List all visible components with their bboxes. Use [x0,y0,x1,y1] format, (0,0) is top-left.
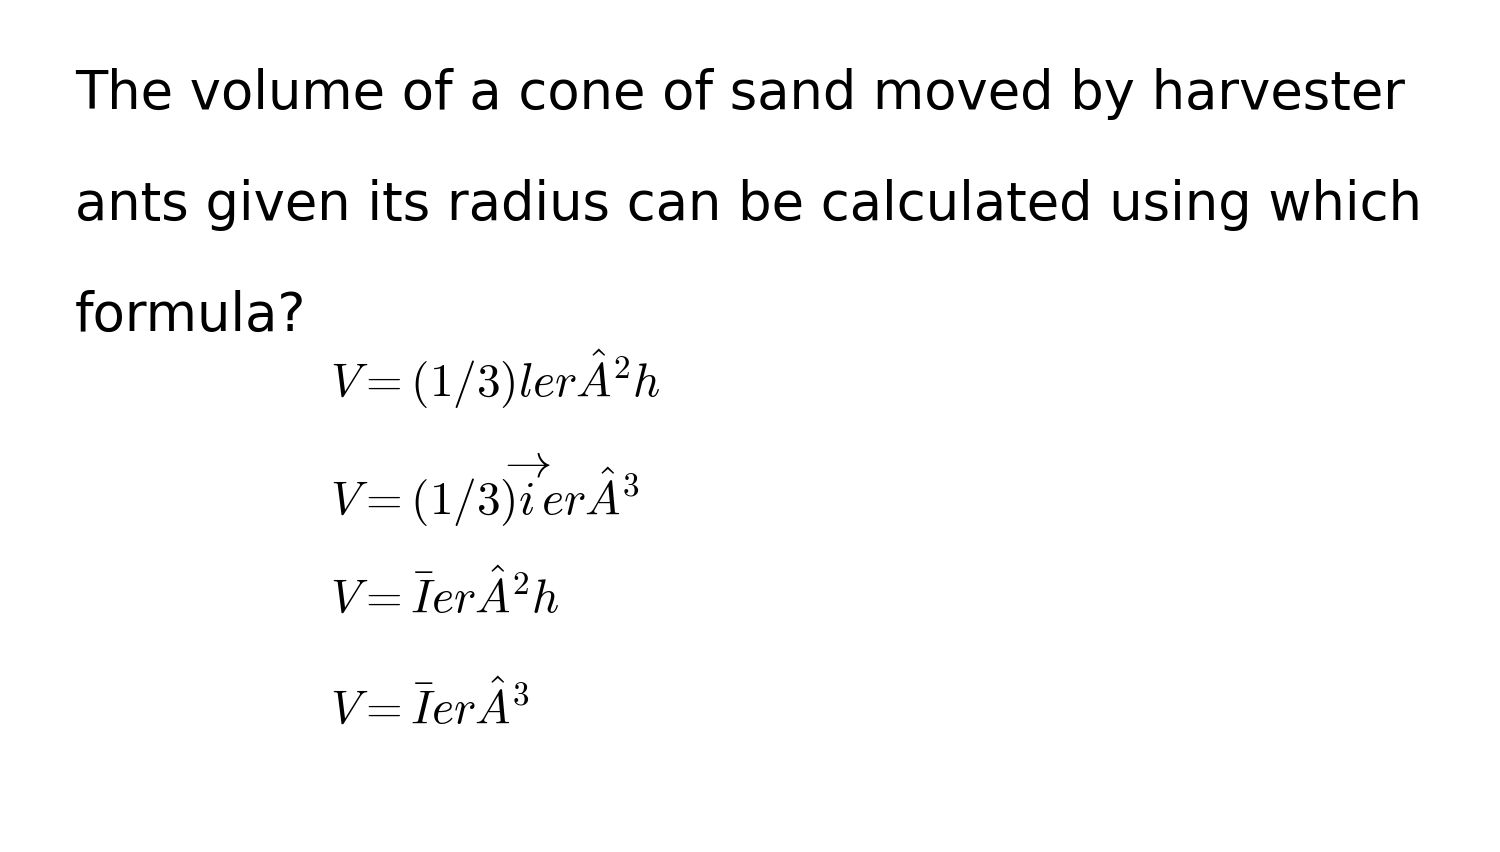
Text: $V = \bar{I}er\hat{A}^2h$: $V = \bar{I}er\hat{A}^2h$ [330,571,560,622]
Text: formula?: formula? [75,290,306,342]
Text: $V = \bar{I}er\hat{A}^3$: $V = \bar{I}er\hat{A}^3$ [330,682,530,733]
Text: $V = (1/3)ler\hat{A}^2h$: $V = (1/3)ler\hat{A}^2h$ [330,348,660,411]
Text: ants given its radius can be calculated using which: ants given its radius can be calculated … [75,179,1422,231]
Text: The volume of a cone of sand moved by harvester: The volume of a cone of sand moved by ha… [75,68,1406,120]
Text: $V = (1/3)\overrightarrow{i}\,er\hat{A}^3$: $V = (1/3)\overrightarrow{i}\,er\hat{A}^… [330,452,639,528]
